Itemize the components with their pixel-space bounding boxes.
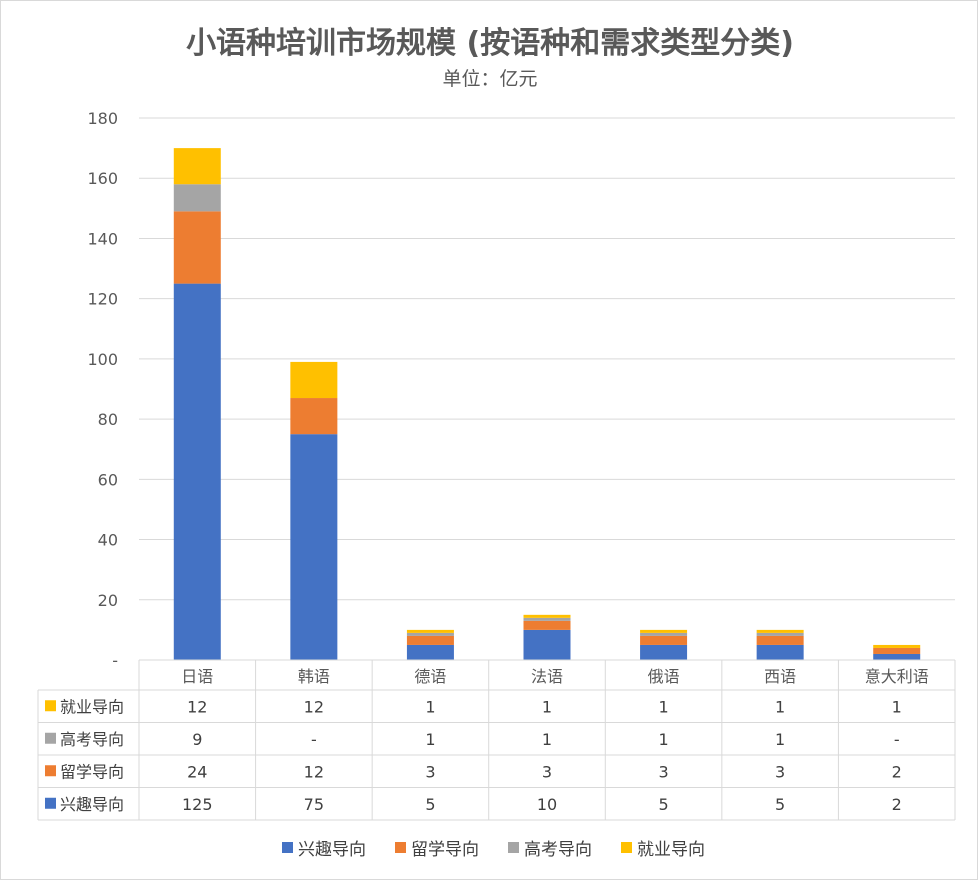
data-label: 1: [658, 697, 668, 716]
data-label: -: [894, 730, 900, 749]
legend-label: 留学导向: [411, 840, 479, 860]
row-header: 留学导向: [60, 762, 124, 781]
y-tick-label: 120: [87, 290, 118, 309]
legend-label: 兴趣导向: [298, 840, 366, 860]
legend-key: [45, 700, 56, 712]
bar-segment: [406, 629, 454, 633]
bar-segment: [290, 361, 338, 399]
data-label: 3: [542, 762, 552, 781]
bar-segment: [523, 617, 571, 621]
bar-segment: [756, 644, 804, 660]
y-tick-label: 160: [87, 169, 118, 188]
data-label: 1: [892, 697, 902, 716]
data-label: 1: [542, 697, 552, 716]
y-tick-label: 40: [98, 531, 118, 550]
y-tick-label: 20: [98, 591, 118, 610]
data-label: 12: [187, 697, 207, 716]
y-tick-label: 80: [98, 410, 118, 429]
data-label: 1: [425, 730, 435, 749]
chart-title: 小语种培训市场规模 (按语种和需求类型分类): [186, 26, 794, 61]
y-tick-label: -: [112, 651, 118, 670]
data-label: 3: [425, 762, 435, 781]
legend-key: [45, 765, 56, 777]
row-header: 就业导向: [60, 697, 124, 716]
y-tick-label: 140: [87, 229, 118, 248]
data-label: 2: [892, 795, 902, 814]
data-label: 12: [304, 697, 324, 716]
data-label: 24: [187, 762, 207, 781]
bar-segment: [756, 632, 804, 636]
bar-segment: [640, 644, 688, 660]
data-label: 1: [425, 697, 435, 716]
data-label: 12: [304, 762, 324, 781]
legend-label: 高考导向: [524, 840, 592, 860]
legend-swatch: [508, 842, 519, 853]
data-label: 3: [775, 762, 785, 781]
bar-segment: [173, 148, 221, 185]
stacked-bars: [173, 148, 921, 660]
data-label: 5: [425, 795, 435, 814]
data-label: 5: [775, 795, 785, 814]
data-label: 10: [537, 795, 557, 814]
bar-segment: [873, 653, 921, 660]
legend-key: [45, 797, 56, 809]
legend: 兴趣导向 留学导向 高考导向 就业导向: [282, 840, 705, 860]
data-label: 3: [658, 762, 668, 781]
bar-segment: [523, 620, 571, 630]
data-label: 9: [192, 730, 202, 749]
y-tick-label: 100: [87, 350, 118, 369]
bar-segment: [173, 211, 221, 284]
data-label: -: [311, 730, 317, 749]
category-label: 日语: [181, 667, 213, 686]
bar-segment: [173, 184, 221, 212]
data-label: 75: [304, 795, 324, 814]
data-label: 5: [658, 795, 668, 814]
category-label: 俄语: [648, 667, 680, 686]
category-label: 西语: [764, 667, 796, 686]
bar-segment: [290, 398, 338, 435]
bar-segment: [523, 629, 571, 660]
chart-subtitle: 单位：亿元: [442, 68, 537, 90]
bar-segment: [523, 614, 571, 618]
legend-label: 就业导向: [637, 840, 705, 860]
bar-segment: [756, 629, 804, 633]
legend-swatch: [621, 842, 632, 853]
bar-segment: [406, 635, 454, 645]
y-tick-label: 180: [87, 109, 118, 128]
data-label: 1: [658, 730, 668, 749]
data-label: 1: [775, 730, 785, 749]
row-header: 高考导向: [60, 730, 124, 749]
category-label: 意大利语: [865, 667, 929, 686]
category-label: 韩语: [298, 667, 330, 686]
category-label: 德语: [414, 667, 446, 686]
bar-segment: [640, 632, 688, 636]
legend-swatch: [395, 842, 406, 853]
row-header: 兴趣导向: [60, 795, 124, 814]
y-axis-ticks: - 20 40 60 80 100 120 140 160 180: [87, 109, 118, 670]
data-label: 125: [182, 795, 213, 814]
data-label: 1: [542, 730, 552, 749]
legend-key: [45, 732, 56, 744]
y-tick-label: 60: [98, 470, 118, 489]
bar-segment: [406, 644, 454, 660]
gridlines: [139, 117, 955, 601]
bar-segment: [173, 283, 221, 660]
data-label: 1: [775, 697, 785, 716]
category-label: 法语: [531, 667, 563, 686]
legend-swatch: [282, 842, 293, 853]
bar-segment: [873, 644, 921, 648]
bar-segment: [406, 632, 454, 636]
bar-segment: [873, 647, 921, 654]
data-label: 2: [892, 762, 902, 781]
bar-segment: [290, 434, 338, 660]
bar-segment: [640, 635, 688, 645]
bar-segment: [756, 635, 804, 645]
bar-segment: [640, 629, 688, 633]
